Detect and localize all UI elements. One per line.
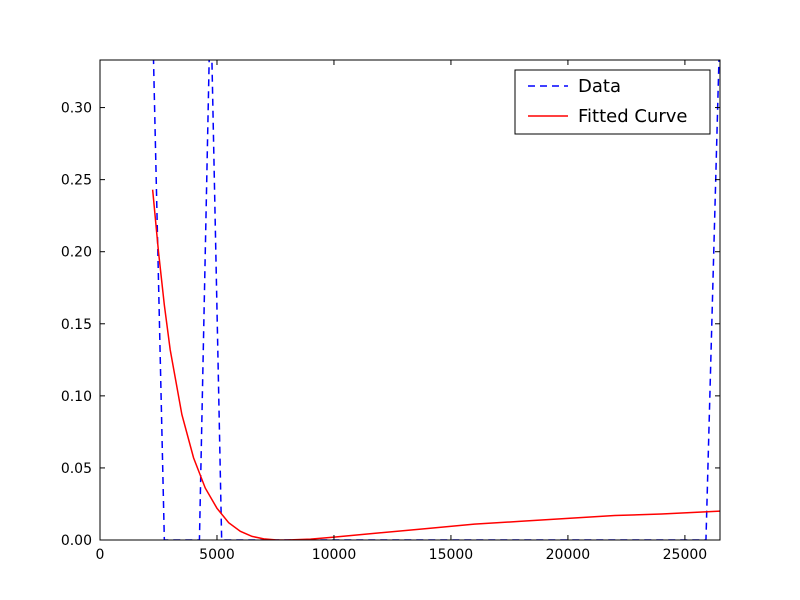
x-tick-label: 15000	[429, 547, 474, 563]
ticks-layer: 0 5000 10000 15000 20000 25000 0.00 0.05 0.10 0.1…	[61, 60, 720, 563]
x-tick-label: 10000	[312, 547, 357, 563]
series-layer	[151, 60, 720, 540]
y-tick-label: 0.30	[61, 101, 92, 117]
x-tick-label: 25000	[663, 547, 708, 563]
legend: Data Fitted Curve	[514, 69, 711, 135]
y-tick-label: 0.15	[61, 317, 92, 333]
y-tick-label: 0.00	[61, 533, 92, 549]
plot-frame	[99, 59, 721, 541]
plot-background	[100, 60, 720, 540]
y-tick-label: 0.20	[61, 245, 92, 261]
series-line-fitted-curve	[151, 189, 720, 540]
y-tick-label: 0.10	[61, 389, 92, 405]
y-tick-label: 0.05	[61, 461, 92, 477]
legend-box	[514, 69, 711, 135]
legend-label-fitted-curve: Fitted Curve	[578, 106, 688, 127]
x-tick-label: 0	[96, 547, 105, 563]
y-tick-label: 0.25	[61, 173, 92, 189]
x-tick-label: 20000	[546, 547, 591, 563]
legend-label-data: Data	[578, 76, 621, 97]
x-tick-label: 5000	[199, 547, 235, 563]
